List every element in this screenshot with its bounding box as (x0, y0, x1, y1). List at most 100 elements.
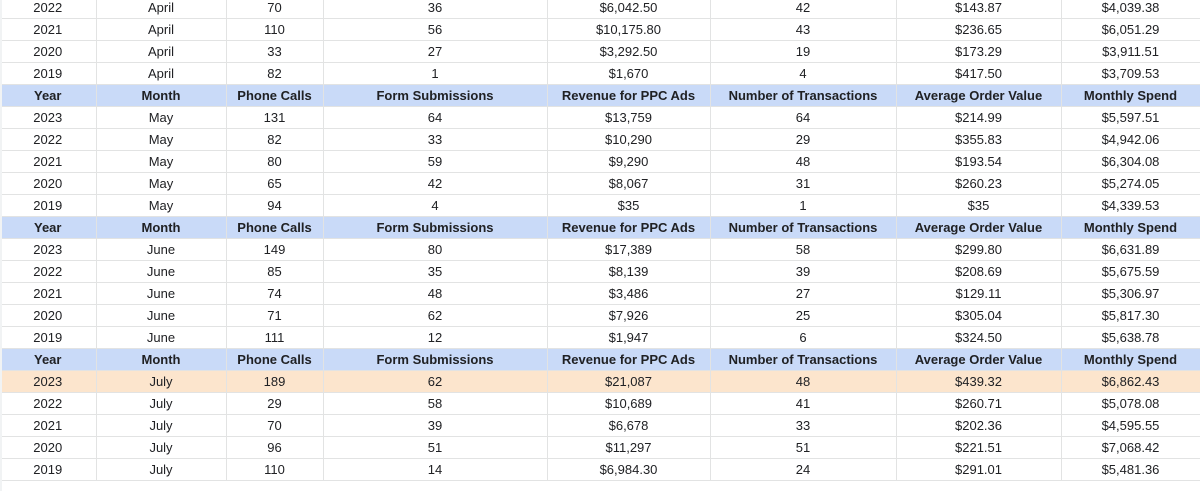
cell-phone-calls[interactable]: 94 (226, 194, 324, 217)
cell-year[interactable]: 2021 (0, 150, 97, 173)
cell-transactions[interactable]: 1 (710, 194, 897, 217)
column-header-revenue-ppc[interactable]: Revenue for PPC Ads (547, 216, 711, 239)
cell-transactions[interactable]: 31 (710, 172, 897, 195)
cell-year[interactable]: 2022 (0, 392, 97, 415)
cell-form-submissions[interactable]: 51 (323, 436, 548, 459)
cell-year[interactable]: 2022 (0, 0, 97, 19)
cell-monthly-spend[interactable]: $5,481.36 (1061, 458, 1200, 481)
cell-form-submissions[interactable]: 42 (323, 172, 548, 195)
cell-form-submissions[interactable]: 12 (323, 326, 548, 349)
cell-revenue-ppc[interactable]: $13,759 (547, 106, 711, 129)
cell-revenue-ppc[interactable]: $35 (547, 194, 711, 217)
cell-form-submissions[interactable]: 56 (323, 18, 548, 41)
cell-phone-calls[interactable]: 82 (226, 62, 324, 85)
cell-avg-order-value[interactable]: $299.80 (896, 238, 1062, 261)
cell-revenue-ppc[interactable]: $10,290 (547, 128, 711, 151)
cell-month[interactable]: June (96, 238, 227, 261)
cell-avg-order-value[interactable]: $260.71 (896, 392, 1062, 415)
column-header-month[interactable]: Month (96, 348, 227, 371)
column-header-revenue-ppc[interactable]: Revenue for PPC Ads (547, 84, 711, 107)
column-header-avg-order-value[interactable]: Average Order Value (896, 216, 1062, 239)
column-header-monthly-spend[interactable]: Monthly Spend (1061, 216, 1200, 239)
cell-month[interactable]: May (96, 172, 227, 195)
cell-phone-calls[interactable]: 189 (226, 370, 324, 393)
cell-revenue-ppc[interactable]: $21,087 (547, 370, 711, 393)
cell-phone-calls[interactable]: 110 (226, 18, 324, 41)
cell-monthly-spend[interactable]: $3,709.53 (1061, 62, 1200, 85)
column-header-form-submissions[interactable]: Form Submissions (323, 348, 548, 371)
cell-avg-order-value[interactable]: $208.69 (896, 260, 1062, 283)
cell-form-submissions[interactable]: 62 (323, 370, 548, 393)
column-header-year[interactable]: Year (0, 348, 97, 371)
cell-year[interactable]: 2021 (0, 18, 97, 41)
cell-monthly-spend[interactable]: $5,597.51 (1061, 106, 1200, 129)
cell-revenue-ppc[interactable]: $3,486 (547, 282, 711, 305)
column-header-phone-calls[interactable]: Phone Calls (226, 216, 324, 239)
cell-month[interactable]: July (96, 414, 227, 437)
cell-month[interactable]: July (96, 436, 227, 459)
column-header-transactions[interactable]: Number of Transactions (710, 348, 897, 371)
cell-form-submissions[interactable]: 58 (323, 392, 548, 415)
cell-form-submissions[interactable]: 27 (323, 40, 548, 63)
column-header-transactions[interactable]: Number of Transactions (710, 216, 897, 239)
cell-avg-order-value[interactable]: $173.29 (896, 40, 1062, 63)
cell-year[interactable]: 2022 (0, 128, 97, 151)
cell-monthly-spend[interactable]: $6,631.89 (1061, 238, 1200, 261)
cell-form-submissions[interactable]: 48 (323, 282, 548, 305)
cell-transactions[interactable]: 48 (710, 150, 897, 173)
cell-transactions[interactable]: 24 (710, 458, 897, 481)
column-header-month[interactable]: Month (96, 84, 227, 107)
cell-year[interactable]: 2020 (0, 304, 97, 327)
cell-monthly-spend[interactable]: $5,078.08 (1061, 392, 1200, 415)
cell-month[interactable]: July (96, 370, 227, 393)
cell-monthly-spend[interactable]: $4,595.55 (1061, 414, 1200, 437)
cell-phone-calls[interactable]: 80 (226, 150, 324, 173)
column-header-month[interactable]: Month (96, 216, 227, 239)
cell-transactions[interactable]: 43 (710, 18, 897, 41)
cell-month[interactable]: April (96, 0, 227, 19)
cell-revenue-ppc[interactable]: $1,947 (547, 326, 711, 349)
cell-month[interactable]: June (96, 304, 227, 327)
cell-form-submissions[interactable]: 4 (323, 194, 548, 217)
cell-month[interactable]: July (96, 392, 227, 415)
cell-transactions[interactable]: 42 (710, 0, 897, 19)
cell-transactions[interactable]: 64 (710, 106, 897, 129)
cell-revenue-ppc[interactable]: $17,389 (547, 238, 711, 261)
column-header-monthly-spend[interactable]: Monthly Spend (1061, 84, 1200, 107)
column-header-year[interactable]: Year (0, 216, 97, 239)
column-header-phone-calls[interactable]: Phone Calls (226, 84, 324, 107)
cell-year[interactable]: 2023 (0, 370, 97, 393)
cell-phone-calls[interactable]: 110 (226, 458, 324, 481)
cell-year[interactable]: 2019 (0, 326, 97, 349)
cell-month[interactable]: May (96, 194, 227, 217)
cell-phone-calls[interactable]: 131 (226, 106, 324, 129)
column-header-revenue-ppc[interactable]: Revenue for PPC Ads (547, 348, 711, 371)
cell-monthly-spend[interactable]: $4,942.06 (1061, 128, 1200, 151)
cell-monthly-spend[interactable]: $5,638.78 (1061, 326, 1200, 349)
cell-revenue-ppc[interactable]: $11,297 (547, 436, 711, 459)
cell-phone-calls[interactable]: 96 (226, 436, 324, 459)
cell-avg-order-value[interactable]: $291.01 (896, 458, 1062, 481)
cell-avg-order-value[interactable]: $439.32 (896, 370, 1062, 393)
cell-phone-calls[interactable]: 65 (226, 172, 324, 195)
cell-transactions[interactable]: 58 (710, 238, 897, 261)
cell-monthly-spend[interactable]: $6,051.29 (1061, 18, 1200, 41)
cell-revenue-ppc[interactable]: $9,290 (547, 150, 711, 173)
cell-form-submissions[interactable]: 1 (323, 62, 548, 85)
cell-phone-calls[interactable]: 33 (226, 40, 324, 63)
cell-transactions[interactable]: 48 (710, 370, 897, 393)
cell-month[interactable]: May (96, 150, 227, 173)
cell-avg-order-value[interactable]: $305.04 (896, 304, 1062, 327)
cell-month[interactable]: May (96, 106, 227, 129)
cell-phone-calls[interactable]: 74 (226, 282, 324, 305)
cell-month[interactable]: April (96, 18, 227, 41)
cell-transactions[interactable]: 29 (710, 128, 897, 151)
cell-phone-calls[interactable]: 70 (226, 414, 324, 437)
cell-year[interactable]: 2022 (0, 260, 97, 283)
cell-form-submissions[interactable]: 35 (323, 260, 548, 283)
cell-phone-calls[interactable]: 111 (226, 326, 324, 349)
cell-monthly-spend[interactable]: $5,675.59 (1061, 260, 1200, 283)
cell-form-submissions[interactable]: 33 (323, 128, 548, 151)
cell-monthly-spend[interactable]: $6,304.08 (1061, 150, 1200, 173)
cell-monthly-spend[interactable]: $5,306.97 (1061, 282, 1200, 305)
